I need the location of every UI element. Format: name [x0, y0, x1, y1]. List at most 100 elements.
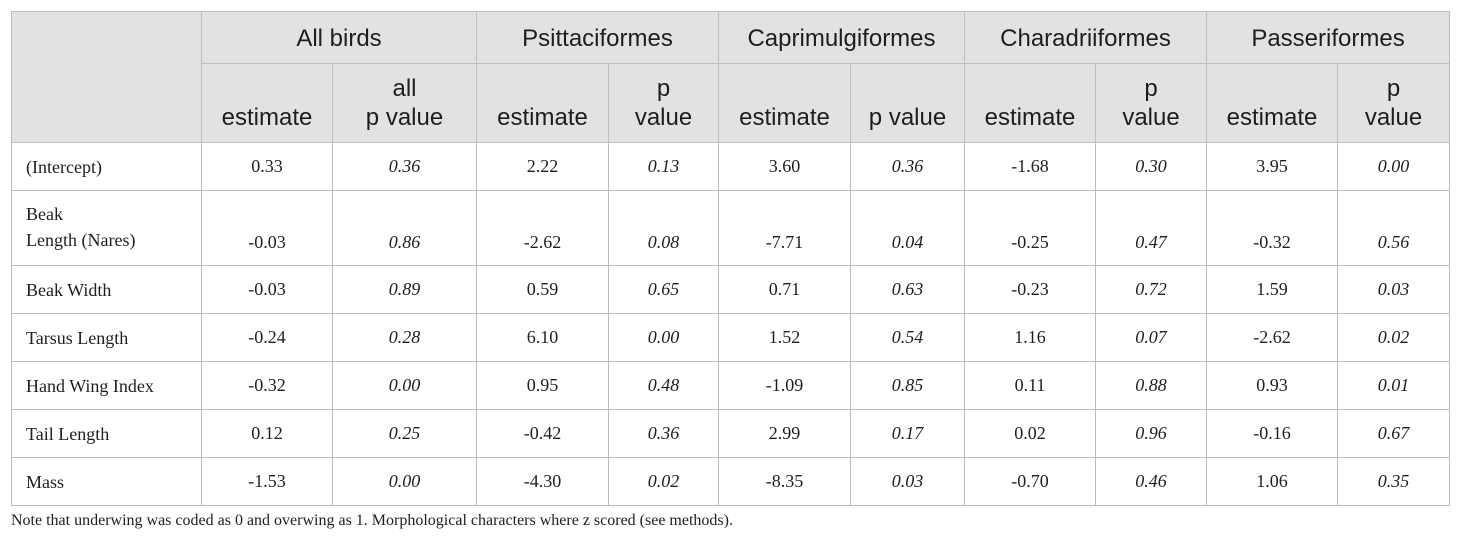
- p-value-cell: 0.89: [332, 265, 477, 314]
- estimate-cell: 0.33: [201, 142, 333, 191]
- group-header: Psittaciformes: [476, 11, 719, 64]
- p-value-cell: 0.56: [1337, 190, 1450, 266]
- group-header: Charadriiformes: [964, 11, 1207, 64]
- row-label: Beak Width: [11, 265, 202, 314]
- table-row: Beak Width -0.03 0.89 0.59 0.65 0.71 0.63 -0.23…: [11, 265, 1450, 314]
- estimate-cell: 3.95: [1206, 142, 1338, 191]
- table-row: Tarsus Length -0.24 0.28 6.10 0.00 1.52 0.54 1.…: [11, 313, 1450, 362]
- estimate-cell: -0.16: [1206, 409, 1338, 458]
- p-value-cell: 0.96: [1095, 409, 1207, 458]
- row-label: Tail Length: [11, 409, 202, 458]
- p-value-cell: 0.04: [850, 190, 965, 266]
- p-value-cell: 0.88: [1095, 361, 1207, 410]
- estimate-cell: -0.70: [964, 457, 1096, 506]
- estimate-cell: 0.71: [718, 265, 851, 314]
- p-value-cell: 0.00: [332, 361, 477, 410]
- p-value-cell: 0.36: [608, 409, 719, 458]
- estimate-cell: 0.11: [964, 361, 1096, 410]
- table-row: (Intercept) 0.33 0.36 2.22 0.13 3.60 0.36 -1.68…: [11, 142, 1450, 191]
- estimate-cell: 1.06: [1206, 457, 1338, 506]
- table-body: (Intercept) 0.33 0.36 2.22 0.13 3.60 0.36 -1.68…: [11, 142, 1450, 506]
- estimate-cell: 6.10: [476, 313, 609, 362]
- estimate-cell: -0.03: [201, 265, 333, 314]
- estimate-cell: 3.60: [718, 142, 851, 191]
- estimate-cell: -0.32: [1206, 190, 1338, 266]
- estimate-cell: -0.25: [964, 190, 1096, 266]
- estimate-cell: 1.52: [718, 313, 851, 362]
- p-value-header: p value: [1337, 63, 1450, 143]
- group-header-row: All birds Psittaciformes Caprimulgiforme…: [11, 11, 1450, 143]
- p-value-header: p value: [1095, 63, 1207, 143]
- estimate-cell: 0.02: [964, 409, 1096, 458]
- estimate-cell: 2.99: [718, 409, 851, 458]
- estimate-cell: -2.62: [1206, 313, 1338, 362]
- estimate-cell: 1.59: [1206, 265, 1338, 314]
- sub-header-row: estimate all p value estimate p value estimate…: [12, 63, 1450, 143]
- p-value-cell: 0.85: [850, 361, 965, 410]
- p-value-header: p value: [850, 63, 965, 143]
- estimate-cell: -1.68: [964, 142, 1096, 191]
- estimate-cell: -4.30: [476, 457, 609, 506]
- estimate-cell: 0.59: [476, 265, 609, 314]
- estimate-cell: -7.71: [718, 190, 851, 266]
- estimate-cell: -0.23: [964, 265, 1096, 314]
- estimate-cell: 0.93: [1206, 361, 1338, 410]
- p-value-cell: 0.07: [1095, 313, 1207, 362]
- p-value-cell: 0.47: [1095, 190, 1207, 266]
- row-label: Mass: [11, 457, 202, 506]
- estimate-header: estimate: [476, 63, 609, 143]
- p-value-cell: 0.54: [850, 313, 965, 362]
- estimate-cell: 2.22: [476, 142, 609, 191]
- p-value-cell: 0.00: [1337, 142, 1450, 191]
- table-row: Beak Length (Nares) -0.03 0.86 -2.62 0.08 -7.7…: [11, 190, 1450, 266]
- row-label: Hand Wing Index: [11, 361, 202, 410]
- p-value-cell: 0.72: [1095, 265, 1207, 314]
- p-value-cell: 0.46: [1095, 457, 1207, 506]
- p-value-header: p value: [608, 63, 719, 143]
- p-value-cell: 0.63: [850, 265, 965, 314]
- p-value-cell: 0.03: [1337, 265, 1450, 314]
- p-value-cell: 0.00: [332, 457, 477, 506]
- p-value-cell: 0.17: [850, 409, 965, 458]
- corner-cell: [11, 11, 202, 143]
- table-row: Hand Wing Index -0.32 0.00 0.95 0.48 -1.09 0.8…: [11, 361, 1450, 410]
- estimate-cell: -8.35: [718, 457, 851, 506]
- group-header: Caprimulgiformes: [718, 11, 965, 64]
- group-header: Passeriformes: [1206, 11, 1450, 64]
- p-value-cell: 0.02: [608, 457, 719, 506]
- estimate-cell: 0.12: [201, 409, 333, 458]
- regression-table: All birds Psittaciformes Caprimulgiforme…: [11, 11, 1450, 506]
- p-value-cell: 0.00: [608, 313, 719, 362]
- estimate-cell: -2.62: [476, 190, 609, 266]
- p-value-cell: 0.28: [332, 313, 477, 362]
- p-value-cell: 0.65: [608, 265, 719, 314]
- p-value-cell: 0.03: [850, 457, 965, 506]
- p-value-cell: 0.30: [1095, 142, 1207, 191]
- p-value-cell: 0.36: [850, 142, 965, 191]
- estimate-header: estimate: [964, 63, 1096, 143]
- p-value-cell: 0.08: [608, 190, 719, 266]
- p-value-cell: 0.13: [608, 142, 719, 191]
- p-value-cell: 0.02: [1337, 313, 1450, 362]
- p-value-header: all p value: [332, 63, 477, 143]
- group-header: All birds: [201, 11, 477, 64]
- p-value-cell: 0.01: [1337, 361, 1450, 410]
- estimate-cell: 0.95: [476, 361, 609, 410]
- estimate-cell: -1.53: [201, 457, 333, 506]
- estimate-cell: -0.42: [476, 409, 609, 458]
- p-value-cell: 0.48: [608, 361, 719, 410]
- estimate-header: estimate: [1206, 63, 1338, 143]
- p-value-cell: 0.35: [1337, 457, 1450, 506]
- estimate-cell: -0.03: [201, 190, 333, 266]
- estimate-cell: -0.32: [201, 361, 333, 410]
- p-value-cell: 0.67: [1337, 409, 1450, 458]
- estimate-cell: -0.24: [201, 313, 333, 362]
- estimate-cell: -1.09: [718, 361, 851, 410]
- table-container: All birds Psittaciformes Caprimulgiforme…: [11, 11, 1450, 506]
- row-label: (Intercept): [11, 142, 202, 191]
- table-note: Note that underwing was coded as 0 and o…: [11, 512, 733, 529]
- p-value-cell: 0.36: [332, 142, 477, 191]
- row-label: Beak Length (Nares): [11, 190, 202, 266]
- estimate-cell: 1.16: [964, 313, 1096, 362]
- table-row: Tail Length 0.12 0.25 -0.42 0.36 2.99 0.17 0.02…: [11, 409, 1450, 458]
